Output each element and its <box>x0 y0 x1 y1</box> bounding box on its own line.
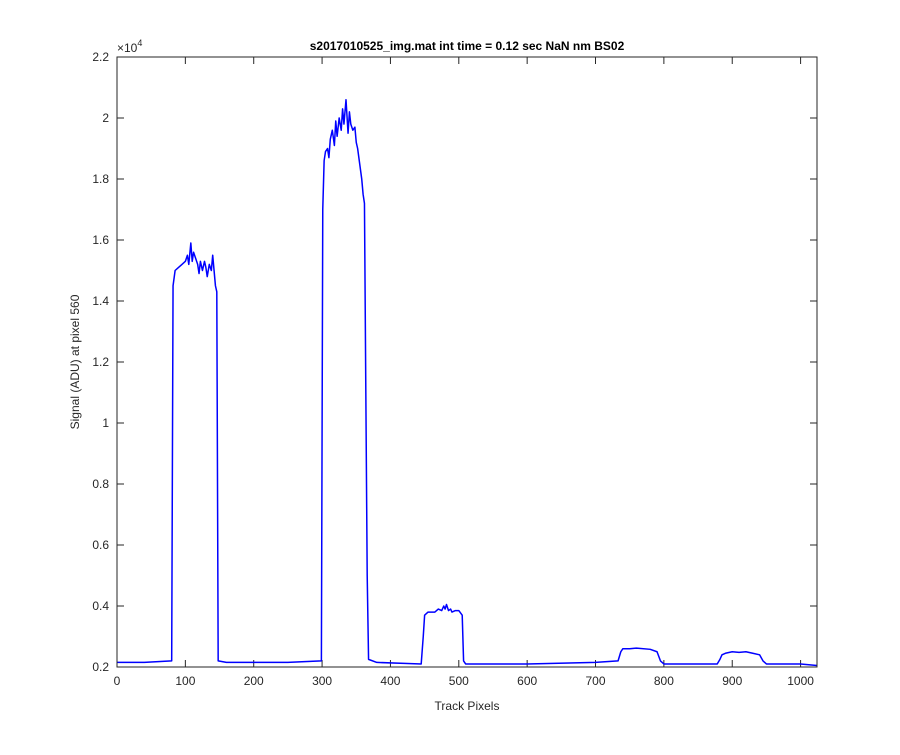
chart-title: s2017010525_img.mat int time = 0.12 sec … <box>310 39 625 53</box>
series-layer <box>117 98 818 667</box>
x-tick-label: 0 <box>114 674 121 688</box>
y-tick-label: 2 <box>102 111 109 125</box>
y-tick-label: 2.2 <box>92 50 109 64</box>
plot-area <box>117 57 817 667</box>
y-tick-label: 1.6 <box>92 233 109 247</box>
x-tick-label: 1000 <box>787 674 814 688</box>
x-tick-label: 200 <box>244 674 264 688</box>
x-tick-label: 900 <box>722 674 742 688</box>
x-tick-label: 100 <box>175 674 195 688</box>
exponent-power: 4 <box>137 38 142 48</box>
y-tick-label: 1.2 <box>92 355 109 369</box>
x-tick-label: 400 <box>380 674 400 688</box>
y-tick-label: 1.4 <box>92 294 109 308</box>
ticks-layer: 0 100 200 300 400 500 600 700 800 900 1000 0.2 0.4 0.… <box>92 50 817 688</box>
x-axis-label: Track Pixels <box>435 699 500 713</box>
y-axis-label: Signal (ADU) at pixel 560 <box>68 294 82 429</box>
plot-frame <box>116 56 818 668</box>
x-tick-label: 300 <box>312 674 332 688</box>
series-line <box>117 98 818 667</box>
x-tick-label: 500 <box>449 674 469 688</box>
y-tick-label: 1 <box>102 416 109 430</box>
y-tick-label: 0.4 <box>92 599 109 613</box>
x-tick-label: 700 <box>586 674 606 688</box>
y-axis-exponent: ×104 <box>117 38 142 55</box>
x-tick-label: 800 <box>654 674 674 688</box>
y-tick-label: 0.8 <box>92 477 109 491</box>
y-tick-label: 0.2 <box>92 660 109 674</box>
y-tick-label: 1.8 <box>92 172 109 186</box>
exponent-base: ×10 <box>117 41 138 55</box>
y-tick-label: 0.6 <box>92 538 109 552</box>
x-tick-label: 600 <box>517 674 537 688</box>
